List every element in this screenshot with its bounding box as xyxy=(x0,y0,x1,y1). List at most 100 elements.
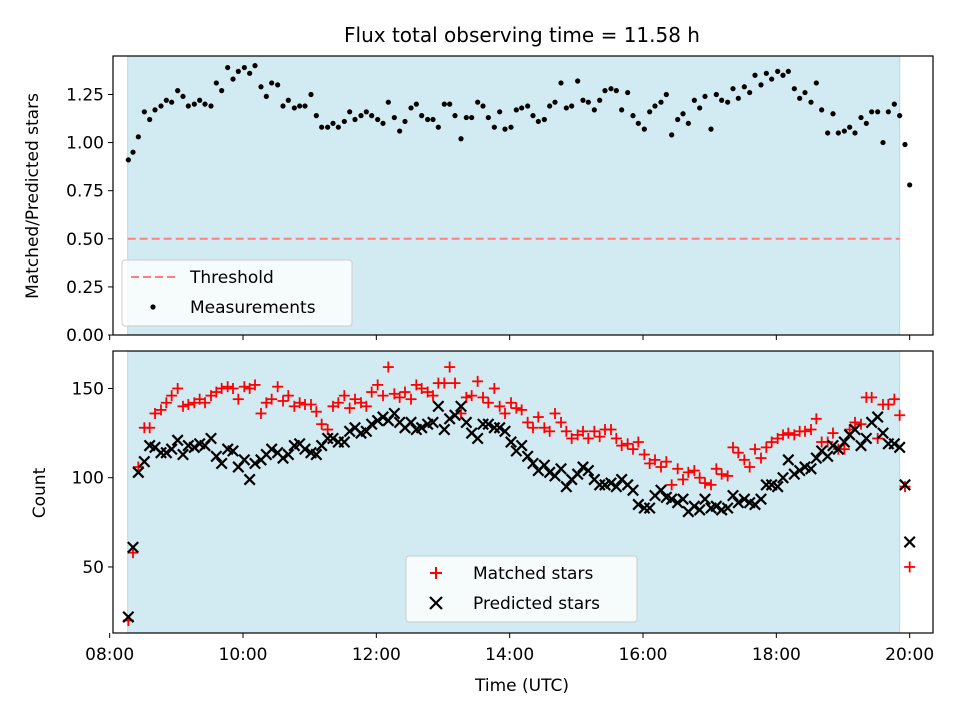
measurement-point xyxy=(885,109,891,115)
x-tick-label: 20:00 xyxy=(885,645,934,665)
matched-star-point xyxy=(677,474,689,486)
measurement-point xyxy=(697,105,703,111)
measurement-point xyxy=(335,124,341,130)
predicted-star-point xyxy=(577,461,589,473)
matched-star-point xyxy=(182,399,194,411)
predicted-star-point xyxy=(671,496,684,509)
measurement-point xyxy=(519,105,525,111)
ratio-legend-box xyxy=(121,259,353,327)
measurement-point xyxy=(797,95,803,101)
matched-star-point xyxy=(172,382,184,394)
measurement-point xyxy=(897,113,903,119)
y-tick-label: 150 xyxy=(72,379,104,399)
matched-star-point xyxy=(722,470,734,482)
measurement-point xyxy=(235,68,241,74)
predicted-star-point xyxy=(155,446,167,459)
predicted-star-point xyxy=(903,535,916,548)
predicted-star-point xyxy=(488,421,501,434)
measurement-point xyxy=(608,86,614,92)
matched-star-point xyxy=(232,393,244,405)
predicted-star-point xyxy=(821,450,834,463)
matched-star-point xyxy=(710,463,722,475)
predicted-star-point xyxy=(893,441,906,454)
predicted-star-point xyxy=(282,448,295,461)
matched-star-point xyxy=(744,461,756,473)
measurement-point xyxy=(619,107,625,113)
measurement-point xyxy=(758,82,764,88)
measurement-point xyxy=(352,116,358,123)
matched-star-point xyxy=(632,436,644,448)
matched-star-point xyxy=(577,425,589,437)
matched-star-point xyxy=(782,427,794,439)
matched-star-point xyxy=(866,391,878,403)
predicted-star-point xyxy=(371,414,384,427)
matched-star-point xyxy=(888,393,900,405)
ratio-y-axis-label: Matched/Predicted stars xyxy=(23,93,43,299)
predicted-star-point xyxy=(277,452,289,465)
measurement-point xyxy=(175,88,181,94)
measurement-point xyxy=(169,99,175,105)
measurement-point xyxy=(302,103,308,109)
y-tick-label: 0.00 xyxy=(66,326,104,346)
predicted-star-point xyxy=(810,452,823,465)
matched-star-point xyxy=(382,361,394,373)
y-tick-label: 1.25 xyxy=(66,85,104,105)
predicted-star-point xyxy=(665,493,678,506)
measurement-point xyxy=(541,116,547,123)
measurement-point xyxy=(691,97,697,103)
measurement-point xyxy=(319,124,325,130)
measurement-point xyxy=(530,113,536,119)
measurement-point xyxy=(341,118,347,125)
predicted-star-point xyxy=(782,453,795,466)
measurement-point xyxy=(775,68,781,74)
measurement-point xyxy=(585,99,591,105)
matched-star-point xyxy=(294,397,306,409)
matched-star-point xyxy=(516,404,528,416)
matched-star-point xyxy=(622,438,634,450)
measurement-point xyxy=(347,109,353,115)
measurement-point xyxy=(685,120,691,126)
matched-star-point xyxy=(144,422,156,434)
matched-star-point xyxy=(716,468,728,480)
matched-star-point xyxy=(227,382,239,394)
predicted-star-point xyxy=(777,471,789,484)
predicted-star-point xyxy=(460,416,473,429)
measurement-point xyxy=(875,109,881,115)
measurement-point xyxy=(147,116,153,123)
measurement-point xyxy=(752,72,758,78)
measurement-point xyxy=(435,124,441,130)
measurement-point xyxy=(241,64,247,71)
threshold-legend-label: Threshold xyxy=(189,268,274,288)
measurement-point xyxy=(447,101,453,107)
predicted-star-point xyxy=(477,418,489,431)
predicted-star-point xyxy=(482,418,495,431)
predicted-star-point xyxy=(721,502,734,515)
matched-star-point xyxy=(882,399,894,411)
matched-star-point xyxy=(310,406,322,418)
predicted-star-point xyxy=(360,425,373,438)
x-tick-label: 14:00 xyxy=(485,645,534,665)
matched-star-point xyxy=(666,479,678,491)
matched-star-point xyxy=(522,416,534,428)
x-tick-label: 10:00 xyxy=(219,645,268,665)
predicted-star-point xyxy=(227,444,239,457)
count-axes: 50 100 150 08:00 10:00 12:00 14:00 16:00 18:00 20… xyxy=(72,350,934,665)
measurement-point xyxy=(219,88,225,94)
measurement-point xyxy=(469,114,475,121)
measurement-point xyxy=(291,105,297,111)
predicted-star-point xyxy=(710,500,723,513)
measurement-point xyxy=(369,113,375,119)
matched-star-point xyxy=(822,436,834,448)
predicted-star-point xyxy=(299,443,311,456)
predicted-star-point xyxy=(871,411,884,424)
measurement-point xyxy=(708,126,714,132)
matched-star-point xyxy=(705,479,717,491)
measurement-point xyxy=(647,109,653,115)
axes-frame xyxy=(112,350,934,634)
measurements-legend-label: Measurements xyxy=(190,298,316,318)
measurement-point xyxy=(841,128,847,134)
matched-star-point xyxy=(482,397,494,409)
matched-star-point xyxy=(149,407,161,419)
matched-star-point xyxy=(160,397,172,409)
matched-star-point xyxy=(505,397,517,409)
